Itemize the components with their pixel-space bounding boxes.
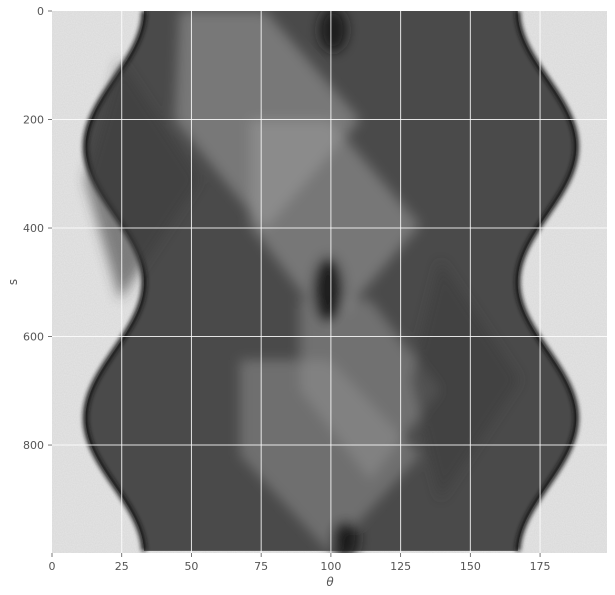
x-tick-label: 0: [49, 560, 56, 573]
object-edge: [82, 11, 579, 551]
x-tick-label: 25: [115, 560, 129, 573]
y-tick-label: 800: [23, 439, 44, 452]
y-tick-label: 600: [23, 331, 44, 344]
x-axis-label: θ: [326, 575, 334, 589]
light-band-4: [240, 360, 420, 553]
y-axis: 0 200 400 600 800: [23, 5, 52, 452]
light-band-2: [250, 120, 420, 330]
mid-band-right: [410, 260, 520, 500]
x-tick-label: 75: [254, 560, 268, 573]
plot-area: [52, 11, 607, 553]
x-tick-label: 100: [320, 560, 341, 573]
dark-spot-top: [319, 11, 347, 52]
y-tick-label: 0: [37, 5, 44, 18]
y-tick-label: 200: [23, 114, 44, 127]
x-axis: 0 25 50 75 100 125 150 175: [49, 553, 551, 573]
grid-lines: [52, 11, 607, 553]
y-tick-label: 400: [23, 222, 44, 235]
x-tick-label: 175: [530, 560, 551, 573]
dark-spot-bottom: [331, 520, 359, 553]
y-axis-label: s: [6, 279, 20, 285]
x-tick-label: 50: [184, 560, 198, 573]
x-tick-label: 150: [460, 560, 481, 573]
dark-spot-mid: [312, 256, 344, 324]
x-tick-label: 125: [390, 560, 411, 573]
